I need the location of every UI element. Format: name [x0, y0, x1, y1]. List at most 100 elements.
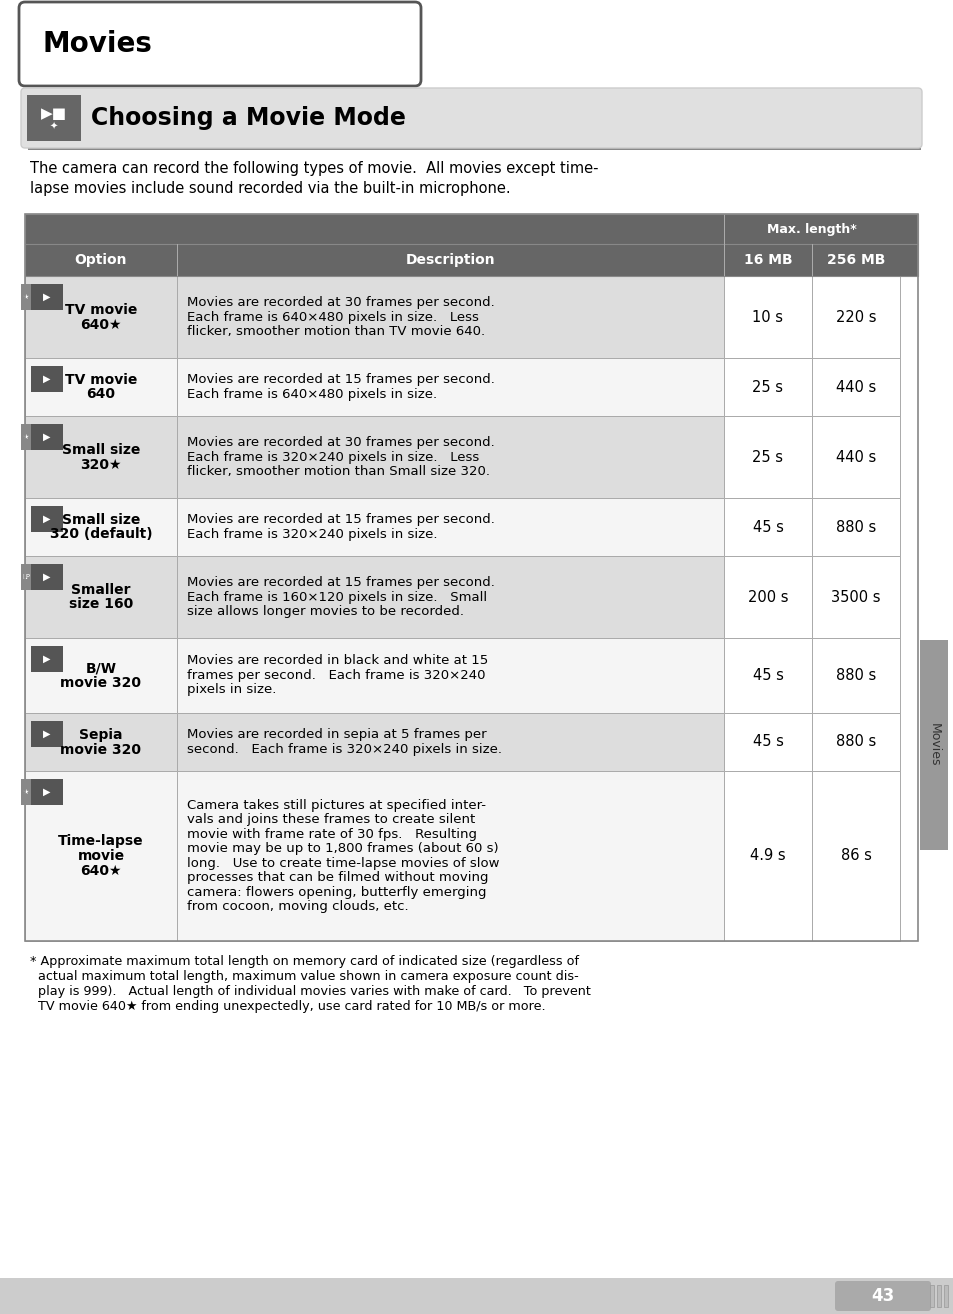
Text: ★: ★: [23, 434, 30, 440]
Text: ▶■: ▶■: [41, 106, 67, 121]
Text: ★: ★: [23, 294, 30, 300]
Bar: [723, 771, 811, 941]
Bar: [811, 714, 899, 771]
Text: Each frame is 640×480 pixels in size.: Each frame is 640×480 pixels in size.: [187, 388, 436, 401]
Text: TV movie 640★ from ending unexpectedly, use card rated for 10 MB/s or more.: TV movie 640★ from ending unexpectedly, …: [30, 1000, 545, 1013]
Text: 45 s: 45 s: [752, 735, 782, 749]
Text: 43: 43: [870, 1286, 894, 1305]
Text: Movies are recorded in sepia at 5 frames per: Movies are recorded in sepia at 5 frames…: [187, 728, 486, 741]
Text: lapse movies include sound recorded via the built-in microphone.: lapse movies include sound recorded via …: [30, 181, 510, 196]
Bar: [25, 417, 177, 498]
Bar: [0, 1279, 953, 1314]
Text: 25 s: 25 s: [752, 380, 782, 394]
Bar: [177, 498, 723, 556]
Text: 880 s: 880 s: [835, 519, 875, 535]
Bar: [929, 1285, 933, 1307]
Text: frames per second.   Each frame is 320×240: frames per second. Each frame is 320×240: [187, 669, 485, 682]
Text: 256 MB: 256 MB: [826, 254, 884, 267]
Bar: [811, 244, 812, 276]
Bar: [943, 1285, 947, 1307]
Bar: [25, 771, 177, 941]
Text: pixels in size.: pixels in size.: [187, 683, 276, 696]
Text: TV movie: TV movie: [65, 372, 137, 386]
Bar: [177, 639, 723, 714]
Text: Movies are recorded at 30 frames per second.: Movies are recorded at 30 frames per sec…: [187, 436, 495, 449]
Text: flicker, smoother motion than TV movie 640.: flicker, smoother motion than TV movie 6…: [187, 325, 485, 338]
Bar: [811, 357, 899, 417]
Bar: [25, 244, 917, 276]
Bar: [25, 714, 177, 771]
Text: Movies are recorded at 15 frames per second.: Movies are recorded at 15 frames per sec…: [187, 576, 495, 589]
Text: 45 s: 45 s: [752, 519, 782, 535]
Bar: [25, 498, 177, 556]
Text: 640★: 640★: [80, 318, 122, 331]
Bar: [30, 506, 63, 532]
Bar: [723, 214, 724, 244]
Text: 640★: 640★: [80, 865, 122, 878]
Bar: [811, 771, 899, 941]
Bar: [30, 424, 63, 449]
Text: actual maximum total length, maximum value shown in camera exposure count dis-: actual maximum total length, maximum val…: [30, 970, 578, 983]
Text: movie may be up to 1,800 frames (about 60 s): movie may be up to 1,800 frames (about 6…: [187, 842, 498, 855]
Text: 200 s: 200 s: [747, 590, 787, 604]
Bar: [21, 424, 30, 449]
Text: 25 s: 25 s: [752, 449, 782, 465]
Bar: [30, 646, 63, 671]
Text: 640: 640: [87, 388, 115, 402]
Text: 880 s: 880 s: [835, 735, 875, 749]
Text: Sepia: Sepia: [79, 728, 123, 741]
Text: Movies are recorded at 30 frames per second.: Movies are recorded at 30 frames per sec…: [187, 296, 495, 309]
Bar: [177, 276, 723, 357]
Text: Time-lapse: Time-lapse: [58, 834, 144, 848]
Text: long.   Use to create time-lapse movies of slow: long. Use to create time-lapse movies of…: [187, 857, 499, 870]
Bar: [21, 564, 30, 590]
Bar: [723, 639, 811, 714]
Bar: [723, 357, 811, 417]
Text: camera: flowers opening, butterfly emerging: camera: flowers opening, butterfly emerg…: [187, 886, 486, 899]
Bar: [25, 639, 177, 714]
Text: ▶: ▶: [43, 654, 51, 664]
Text: 86 s: 86 s: [840, 849, 870, 863]
Text: 320★: 320★: [80, 457, 122, 472]
Text: Small size: Small size: [62, 512, 140, 527]
Bar: [723, 244, 724, 276]
Text: ★: ★: [23, 788, 30, 795]
Text: 220 s: 220 s: [835, 310, 876, 325]
Text: Max. length*: Max. length*: [766, 222, 856, 235]
Text: Camera takes still pictures at specified inter-: Camera takes still pictures at specified…: [187, 799, 485, 812]
Text: Choosing a Movie Mode: Choosing a Movie Mode: [91, 106, 405, 130]
Text: Each frame is 160×120 pixels in size.   Small: Each frame is 160×120 pixels in size. Sm…: [187, 590, 487, 603]
Bar: [27, 95, 81, 141]
Bar: [723, 276, 811, 357]
Text: 440 s: 440 s: [835, 449, 875, 465]
Bar: [25, 556, 177, 639]
Text: Smaller: Smaller: [71, 582, 131, 597]
Text: ▶: ▶: [43, 374, 51, 384]
Bar: [25, 214, 917, 244]
Text: movie 320: movie 320: [60, 742, 141, 757]
Text: processes that can be filmed without moving: processes that can be filmed without mov…: [187, 871, 488, 884]
Text: ▶: ▶: [43, 292, 51, 302]
Text: ▶: ▶: [43, 729, 51, 738]
Text: Movies are recorded in black and white at 15: Movies are recorded in black and white a…: [187, 654, 488, 668]
Text: 10 s: 10 s: [752, 310, 782, 325]
Text: second.   Each frame is 320×240 pixels in size.: second. Each frame is 320×240 pixels in …: [187, 742, 501, 756]
Bar: [723, 417, 811, 498]
Text: B/W: B/W: [86, 661, 116, 675]
Text: 4.9 s: 4.9 s: [749, 849, 785, 863]
Text: ▶: ▶: [43, 432, 51, 442]
Bar: [25, 357, 177, 417]
Bar: [30, 284, 63, 310]
Bar: [811, 639, 899, 714]
Text: Option: Option: [74, 254, 127, 267]
Bar: [25, 214, 917, 941]
Bar: [177, 556, 723, 639]
Text: movie 320: movie 320: [60, 675, 141, 690]
Bar: [723, 714, 811, 771]
Text: 16 MB: 16 MB: [743, 254, 792, 267]
Text: play is 999).   Actual length of individual movies varies with make of card.   T: play is 999). Actual length of individua…: [30, 986, 590, 999]
Text: from cocoon, moving clouds, etc.: from cocoon, moving clouds, etc.: [187, 900, 408, 913]
Text: Movies: Movies: [926, 723, 940, 767]
Bar: [936, 1285, 940, 1307]
Text: Small size: Small size: [62, 443, 140, 456]
